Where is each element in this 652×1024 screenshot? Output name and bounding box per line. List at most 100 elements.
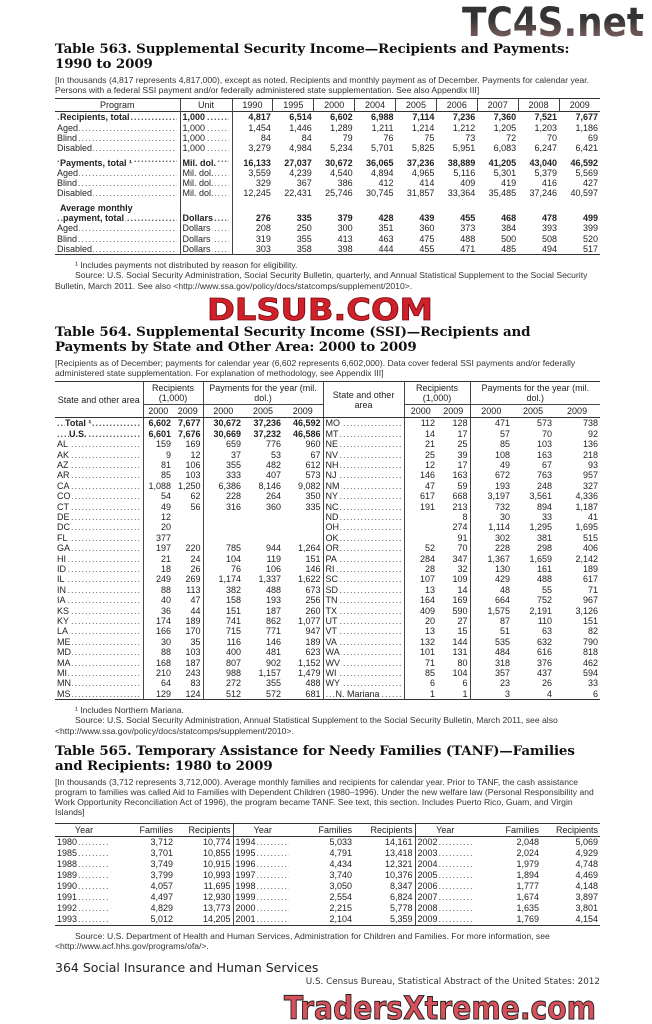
value-cell: 1,894	[516, 869, 539, 880]
value-cell: 3,559	[231, 167, 273, 179]
state-label: ND	[322, 511, 405, 523]
value-cell: 2,142	[575, 553, 599, 564]
value-cell: 6,386	[202, 480, 244, 492]
value-cell: 7,236	[452, 112, 476, 123]
watermark-tc4s-text: TC4S.net	[462, 0, 644, 40]
state-label-text: VA	[325, 636, 338, 647]
table-565-title: Table 565. Temporary Assistance for Need…	[55, 742, 575, 774]
column-header: Year	[414, 823, 475, 837]
value-cell: 1,114	[469, 522, 513, 533]
value-cell: 228	[202, 491, 244, 502]
state-label: DE	[55, 511, 143, 523]
value-cell: 379	[337, 213, 353, 224]
value-cell: 412	[378, 178, 394, 189]
value-cell: 6,602	[330, 112, 353, 123]
state-label: N. Mariana	[322, 688, 405, 700]
state-label: TN	[322, 595, 405, 606]
unit-cell-text: Dollars	[182, 223, 212, 234]
year-label-text: 1996	[235, 858, 257, 869]
year-header: 2005	[512, 404, 555, 419]
watermark-tradersxtreme-area: TradersXtreme.com	[282, 990, 600, 1024]
state-label: UT	[322, 616, 405, 627]
year-label-text: 1980	[57, 836, 79, 847]
value-cell: 398	[337, 243, 353, 254]
row-label: Recipients, total	[55, 112, 180, 123]
row-label: Blind	[55, 233, 180, 244]
payments-header: Payments for the year (mil. dol.)	[202, 381, 324, 406]
value-cell: 18	[142, 563, 173, 575]
value-cell: 55	[542, 584, 553, 595]
value-cell: 52	[403, 543, 438, 554]
value-cell	[518, 199, 559, 213]
value-cell: 103	[185, 647, 201, 658]
state-label: GA	[55, 543, 143, 554]
state-label: SD	[322, 584, 405, 596]
value-cell: 146	[403, 470, 438, 481]
value-cell: 46,592	[570, 157, 598, 168]
state-label: MD	[55, 647, 143, 658]
value-cell: 151	[202, 605, 244, 616]
value-cell: 24	[190, 553, 201, 564]
value-cell	[314, 199, 355, 213]
state-label: LA	[55, 626, 143, 637]
value-cell: 15	[457, 626, 468, 637]
year-header: 2009	[283, 404, 324, 419]
value-cell: 161	[537, 563, 553, 574]
unit-cell-text: Mil. dol.	[182, 157, 217, 168]
column-header: Families	[139, 824, 173, 835]
value-cell: 189	[583, 563, 599, 574]
table-564-headnote: [Recipients as of December; payments for…	[55, 357, 576, 379]
value-cell: 5,359	[389, 913, 413, 924]
value-cell: 10,915	[202, 858, 231, 869]
state-label: U.S.	[55, 428, 143, 440]
value-cell: 220	[185, 543, 201, 554]
value-cell: 14	[457, 584, 468, 595]
year-header: 2009	[554, 404, 601, 419]
unit-cell: Mil. dol.	[179, 188, 232, 199]
state-label-text: NY	[325, 491, 340, 502]
value-cell: 106	[265, 563, 282, 574]
value-cell: 2,191	[529, 605, 553, 616]
value-cell: 249	[142, 574, 173, 585]
value-cell: 46,586	[293, 428, 321, 439]
value-cell: 488	[537, 574, 553, 585]
unit-cell: Mil. dol.	[179, 178, 232, 189]
year-label-text: 2008	[417, 902, 439, 913]
value-cell: 56	[190, 501, 201, 512]
state-label-text: WV	[325, 657, 342, 668]
value-cell: 1,205	[493, 122, 517, 133]
value-cell: 484	[469, 647, 513, 658]
value-cell: 407	[265, 470, 282, 481]
state-label-text: TN	[325, 595, 339, 606]
state-label-text: WI	[325, 668, 338, 679]
row-label: Blind	[55, 133, 180, 144]
value-cell: 3,712	[150, 836, 173, 847]
year-label-text: 2001	[235, 913, 257, 924]
value-cell: 967	[583, 595, 599, 606]
value-cell: 738	[583, 418, 599, 429]
state-label: NV	[322, 449, 405, 460]
year-label: 1995	[232, 847, 292, 859]
value-cell: 327	[583, 480, 599, 491]
table-563-footnote: ¹ Includes payments not distributed by r…	[75, 260, 298, 271]
state-label-text: CA	[57, 480, 71, 491]
value-cell: 25	[403, 449, 438, 460]
value-cell: 10,774	[202, 836, 231, 847]
year-label: 2005	[414, 869, 475, 881]
value-cell: 4,148	[575, 880, 598, 891]
unit-cell: 1,000	[179, 133, 232, 144]
unit-cell	[179, 198, 232, 214]
value-cell: 28	[403, 563, 438, 575]
value-cell: 163	[452, 470, 468, 481]
year-label-text: 2006	[417, 880, 439, 891]
state-label-text: ME	[57, 636, 72, 647]
value-cell: 272	[202, 678, 244, 689]
value-cell: 159	[142, 439, 173, 450]
value-cell: 393	[541, 223, 557, 234]
value-cell: 170	[185, 626, 201, 637]
value-cell	[396, 199, 437, 213]
value-cell: 303	[231, 243, 273, 255]
year-label-text: 1998	[235, 880, 257, 891]
